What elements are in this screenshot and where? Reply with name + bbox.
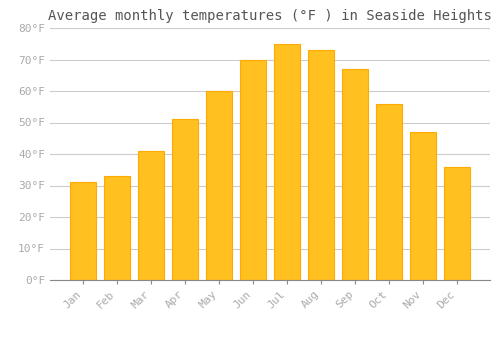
Title: Average monthly temperatures (°F ) in Seaside Heights: Average monthly temperatures (°F ) in Se…: [48, 9, 492, 23]
Bar: [410, 132, 436, 280]
Bar: [70, 182, 96, 280]
Bar: [274, 44, 300, 280]
Bar: [240, 60, 266, 280]
Bar: [342, 69, 368, 280]
Bar: [444, 167, 470, 280]
Bar: [308, 50, 334, 280]
Bar: [172, 119, 198, 280]
Bar: [376, 104, 402, 280]
Bar: [138, 151, 164, 280]
Bar: [206, 91, 232, 280]
Bar: [104, 176, 130, 280]
